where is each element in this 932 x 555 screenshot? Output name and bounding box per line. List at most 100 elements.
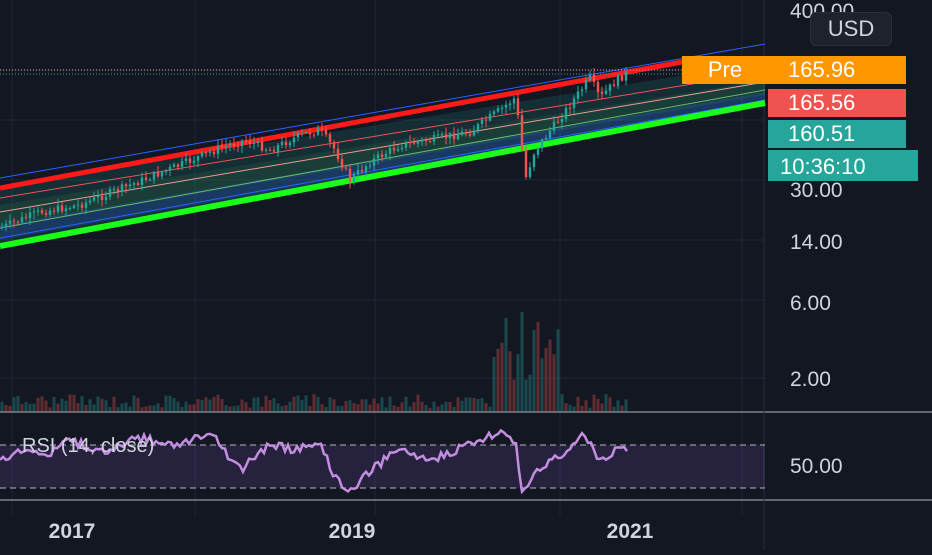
volume-bar (264, 395, 268, 412)
candle-body (488, 114, 492, 121)
pre-market-price-badge-bg (768, 56, 906, 84)
pre-market-price-badge: 165.96 (788, 57, 855, 82)
upper-channel-line (0, 59, 683, 191)
volume-bar (400, 402, 404, 412)
candle-body (620, 75, 624, 81)
candle-body (524, 149, 528, 177)
candle-body (92, 197, 96, 201)
candle-body (384, 153, 388, 158)
x-tick-label: 2021 (607, 520, 654, 543)
candle-body (120, 184, 124, 192)
candle-body (44, 213, 48, 215)
candle-body (244, 140, 248, 142)
candle-body (444, 134, 448, 139)
candle-body (508, 103, 512, 105)
volume-bar (12, 397, 16, 412)
candle-body (356, 170, 360, 175)
candle-body (308, 132, 312, 135)
candle-body (572, 98, 576, 108)
candle-body (540, 139, 544, 149)
candle-body (24, 217, 28, 219)
candle-body (368, 165, 372, 167)
volume-bar (340, 405, 344, 412)
volume-bar (236, 405, 240, 412)
channel-guide-line (0, 99, 766, 239)
volume-bar (336, 405, 340, 412)
candle-body (240, 140, 244, 147)
candle-body (224, 145, 228, 148)
candle-body (276, 145, 280, 152)
volume-bar (32, 403, 36, 412)
volume-bar (504, 317, 508, 412)
candle-body (56, 205, 60, 212)
candle-body (396, 149, 400, 151)
volume-bar (608, 397, 612, 412)
candle-body (512, 98, 516, 104)
candle-body (312, 134, 316, 136)
volume-bar (544, 347, 548, 412)
volume-bar (600, 403, 604, 412)
candle-body (20, 217, 24, 223)
price-badge-green: 160.51 (788, 121, 855, 146)
lower-channel-line (0, 100, 766, 249)
volume-bar (156, 403, 160, 412)
candle-body (476, 124, 480, 131)
volume-bar (348, 400, 352, 412)
volume-bar (80, 396, 84, 412)
volume-bar (468, 397, 472, 412)
volume-bar (212, 396, 216, 412)
volume-bar (352, 403, 356, 412)
currency-selector-button[interactable]: USD (810, 12, 892, 46)
volume-bar (448, 401, 452, 412)
candle-body (124, 184, 128, 187)
volume-bar (204, 397, 208, 412)
candle-body (140, 177, 144, 185)
candle-body (268, 149, 272, 151)
volume-bar (456, 397, 460, 412)
candle-body (460, 132, 464, 135)
candle-body (4, 223, 8, 228)
rsi-tick-label: 50.00 (790, 455, 843, 478)
volume-bar (76, 402, 80, 412)
candle-body (156, 172, 160, 177)
candle-body (580, 89, 584, 92)
volume-bar (108, 406, 112, 412)
candle-body (112, 189, 116, 191)
volume-bar (68, 394, 72, 412)
candle-body (284, 141, 288, 146)
candle-body (12, 220, 16, 222)
candle-body (176, 164, 180, 167)
candle-body (408, 141, 412, 143)
candle-body (212, 151, 216, 154)
candle-body (360, 170, 364, 172)
volume-bar (280, 406, 284, 412)
volume-bar (112, 396, 116, 412)
candle-body (280, 141, 284, 146)
volume-bar (272, 398, 276, 412)
y-tick-label: 2.00 (790, 368, 831, 391)
volume-bar (228, 406, 232, 412)
volume-bar (620, 405, 624, 412)
candle-body (548, 130, 552, 138)
candle-body (344, 167, 348, 169)
volume-bar (160, 407, 164, 412)
volume-bar (72, 394, 76, 412)
candle-body (400, 147, 404, 150)
volume-bar (308, 405, 312, 412)
candle-body (616, 75, 620, 87)
volume-bar (268, 400, 272, 412)
volume-bar (180, 406, 184, 412)
volume-bar (436, 406, 440, 412)
volume-bar (88, 399, 92, 412)
volume-bar (496, 348, 500, 412)
volume-bar (164, 395, 168, 412)
candle-body (216, 145, 220, 154)
volume-bar (412, 402, 416, 412)
volume-bar (96, 396, 100, 412)
volume-bar (484, 403, 488, 412)
volume-bar (488, 406, 492, 412)
x-tick-label: 2019 (329, 520, 376, 543)
volume-bar (548, 339, 552, 412)
